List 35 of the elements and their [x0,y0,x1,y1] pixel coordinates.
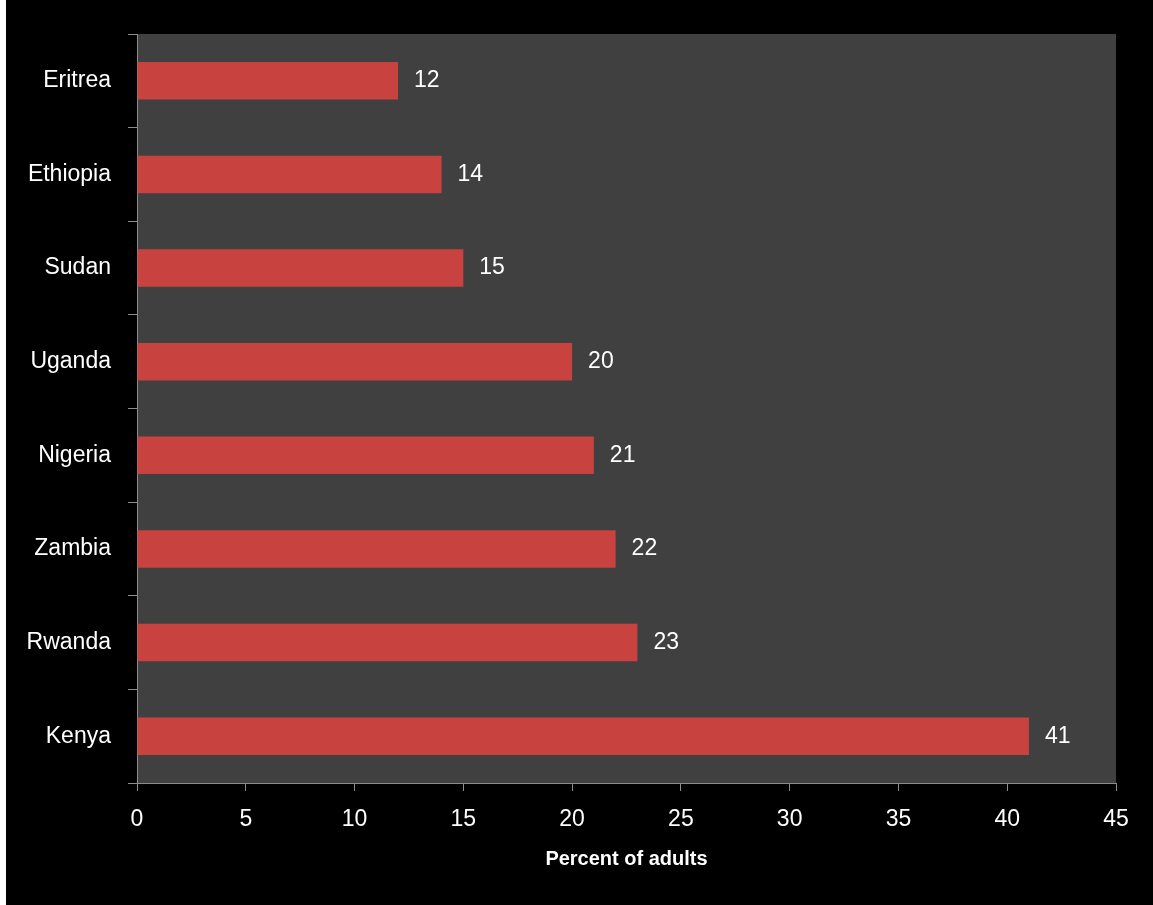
bar [137,62,399,100]
x-tick-label: 35 [885,805,912,832]
x-tick-label: 10 [341,805,368,832]
bar [137,155,442,194]
x-tick-label: 30 [776,805,803,832]
y-tick-label: Zambia [34,534,112,561]
y-tick-label: Nigeria [38,440,112,467]
data-label: 14 [457,159,484,186]
data-label: 23 [653,627,679,654]
y-tick-label: Kenya [45,721,112,748]
data-label: 12 [414,66,440,93]
x-tick-label: 0 [130,805,144,832]
y-tick-label: Rwanda [26,627,112,654]
x-tick-label: 5 [239,805,253,832]
y-tick-label: Ethiopia [27,159,112,186]
y-tick-label: Eritrea [43,66,112,93]
data-label: 21 [609,440,636,467]
x-axis-title: Percent of adults [545,846,708,869]
y-tick-label: Uganda [30,347,112,374]
bar [137,342,573,381]
y-tick-label: Sudan [44,253,111,280]
x-tick-label: 15 [450,805,477,832]
x-tick-label: 40 [994,805,1021,832]
x-tick-label: 25 [668,805,694,832]
bar [137,530,616,568]
data-label: 15 [479,253,505,280]
bar [137,249,464,287]
data-label: 22 [631,534,658,561]
data-label: 41 [1044,721,1071,748]
bar [137,623,638,662]
x-tick-label: 20 [559,805,585,832]
data-label: 20 [588,347,614,374]
bar [137,436,594,475]
bar [137,717,1029,755]
x-tick-label: 45 [1103,805,1129,832]
